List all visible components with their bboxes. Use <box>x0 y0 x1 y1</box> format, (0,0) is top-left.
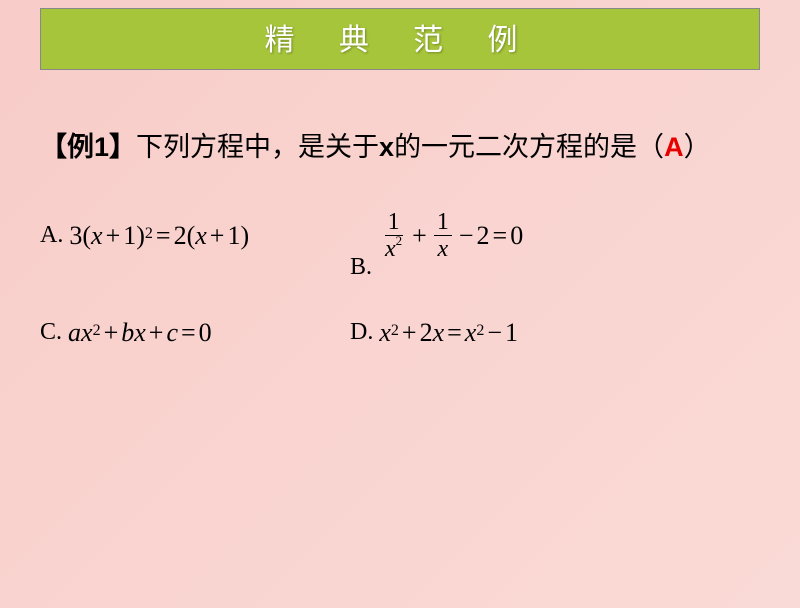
question-text-2: 的一元二次方程的是（ <box>394 132 664 162</box>
option-c-math: ax2+bx+c=0 <box>68 318 212 348</box>
option-d-label: D. <box>350 319 373 346</box>
option-b-math: 1x2 + 1x −2=0 <box>378 209 523 263</box>
option-c: C. ax2+bx+c=0 <box>40 318 350 348</box>
option-d-math: x2+2x=x2−1 <box>379 318 518 348</box>
answer-letter: A <box>664 132 684 162</box>
question-text-1: 下列方程中，是关于 <box>136 132 379 162</box>
question-text-3: ） <box>684 132 711 162</box>
option-b: B. 1x2 + 1x −2=0 <box>350 209 760 263</box>
options-grid: A. 3(x+1)2=2(x+1) B. 1x2 + 1x −2=0 C. ax… <box>40 209 760 348</box>
question-block: 【例1】下列方程中，是关于x的一元二次方程的是（A） <box>40 120 760 174</box>
example-label: 【例1】 <box>40 132 136 162</box>
question-var: x <box>379 132 394 162</box>
option-b-label: B. <box>350 254 372 281</box>
title-bar: 精 典 范 例 <box>40 8 760 70</box>
option-a: A. 3(x+1)2=2(x+1) <box>40 221 350 251</box>
option-a-label: A. <box>40 222 63 249</box>
option-a-math: 3(x+1)2=2(x+1) <box>69 221 249 251</box>
title-text: 精 典 范 例 <box>264 24 535 57</box>
option-c-label: C. <box>40 319 62 346</box>
option-d: D. x2+2x=x2−1 <box>350 318 760 348</box>
